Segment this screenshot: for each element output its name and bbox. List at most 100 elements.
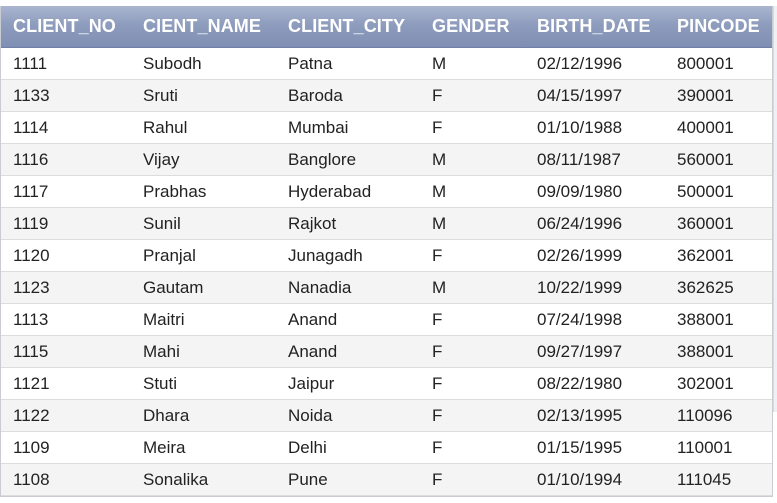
column-header-client-city[interactable]: CLIENT_CITY [276, 6, 420, 48]
table-row[interactable]: 1111 Subodh Patna M 02/12/1996 800001 [1, 47, 772, 80]
pincode-cell[interactable]: 360001 [665, 207, 772, 240]
pincode-cell[interactable]: 110096 [665, 399, 772, 432]
client-no-cell[interactable]: 1115 [1, 335, 131, 368]
birth-date-cell[interactable]: 02/13/1995 [525, 399, 665, 432]
client-name-cell[interactable]: Stuti [131, 367, 276, 400]
pincode-cell[interactable]: 302001 [665, 367, 772, 400]
client-city-cell[interactable]: Pune [276, 463, 420, 496]
table-row[interactable]: 1115 Mahi Anand F 09/27/1997 388001 [1, 335, 772, 368]
client-no-cell[interactable]: 1108 [1, 463, 131, 496]
gender-cell[interactable]: F [420, 463, 525, 496]
birth-date-cell[interactable]: 02/26/1999 [525, 239, 665, 272]
client-no-cell[interactable]: 1117 [1, 175, 131, 208]
gender-cell[interactable]: F [420, 399, 525, 432]
pincode-cell[interactable]: 800001 [665, 47, 772, 80]
client-city-cell[interactable]: Anand [276, 303, 420, 336]
client-no-cell[interactable]: 1109 [1, 431, 131, 464]
gender-cell[interactable]: F [420, 335, 525, 368]
client-city-cell[interactable]: Rajkot [276, 207, 420, 240]
pincode-cell[interactable]: 388001 [665, 303, 772, 336]
birth-date-cell[interactable]: 01/15/1995 [525, 431, 665, 464]
client-name-cell[interactable]: Maitri [131, 303, 276, 336]
client-name-cell[interactable]: Sunil [131, 207, 276, 240]
pincode-cell[interactable]: 362625 [665, 271, 772, 304]
birth-date-cell[interactable]: 06/24/1996 [525, 207, 665, 240]
gender-cell[interactable]: M [420, 175, 525, 208]
client-city-cell[interactable]: Hyderabad [276, 175, 420, 208]
client-name-cell[interactable]: Rahul [131, 111, 276, 144]
client-name-cell[interactable]: Vijay [131, 143, 276, 176]
column-header-birth-date[interactable]: BIRTH_DATE [525, 6, 665, 48]
table-row[interactable]: 1123 Gautam Nanadia M 10/22/1999 362625 [1, 271, 772, 304]
client-city-cell[interactable]: Delhi [276, 431, 420, 464]
client-no-cell[interactable]: 1120 [1, 239, 131, 272]
pincode-cell[interactable]: 500001 [665, 175, 772, 208]
client-no-cell[interactable]: 1133 [1, 79, 131, 112]
gender-cell[interactable]: M [420, 47, 525, 80]
table-row[interactable]: 1133 Sruti Baroda F 04/15/1997 390001 [1, 79, 772, 112]
birth-date-cell[interactable]: 09/09/1980 [525, 175, 665, 208]
gender-cell[interactable]: F [420, 431, 525, 464]
pincode-cell[interactable]: 362001 [665, 239, 772, 272]
column-header-pincode[interactable]: PINCODE [665, 6, 772, 48]
client-no-cell[interactable]: 1119 [1, 207, 131, 240]
birth-date-cell[interactable]: 09/27/1997 [525, 335, 665, 368]
client-name-cell[interactable]: Pranjal [131, 239, 276, 272]
client-city-cell[interactable]: Baroda [276, 79, 420, 112]
column-header-gender[interactable]: GENDER [420, 6, 525, 48]
birth-date-cell[interactable]: 08/11/1987 [525, 143, 665, 176]
birth-date-cell[interactable]: 02/12/1996 [525, 47, 665, 80]
table-row[interactable]: 1109 Meira Delhi F 01/15/1995 110001 [1, 431, 772, 464]
client-no-cell[interactable]: 1122 [1, 399, 131, 432]
table-row[interactable]: 1122 Dhara Noida F 02/13/1995 110096 [1, 399, 772, 432]
birth-date-cell[interactable]: 01/10/1988 [525, 111, 665, 144]
client-no-cell[interactable]: 1116 [1, 143, 131, 176]
client-city-cell[interactable]: Noida [276, 399, 420, 432]
client-no-cell[interactable]: 1111 [1, 47, 131, 80]
gender-cell[interactable]: F [420, 239, 525, 272]
table-row[interactable]: 1113 Maitri Anand F 07/24/1998 388001 [1, 303, 772, 336]
gender-cell[interactable]: F [420, 303, 525, 336]
client-name-cell[interactable]: Meira [131, 431, 276, 464]
gender-cell[interactable]: F [420, 79, 525, 112]
client-name-cell[interactable]: Mahi [131, 335, 276, 368]
client-no-cell[interactable]: 1113 [1, 303, 131, 336]
client-name-cell[interactable]: Prabhas [131, 175, 276, 208]
table-row[interactable]: 1121 Stuti Jaipur F 08/22/1980 302001 [1, 367, 772, 400]
column-header-client-name[interactable]: CIENT_NAME [131, 6, 276, 48]
client-city-cell[interactable]: Junagadh [276, 239, 420, 272]
table-row[interactable]: 1120 Pranjal Junagadh F 02/26/1999 362001 [1, 239, 772, 272]
client-city-cell[interactable]: Jaipur [276, 367, 420, 400]
client-no-cell[interactable]: 1123 [1, 271, 131, 304]
client-name-cell[interactable]: Dhara [131, 399, 276, 432]
client-name-cell[interactable]: Gautam [131, 271, 276, 304]
client-city-cell[interactable]: Mumbai [276, 111, 420, 144]
client-no-cell[interactable]: 1121 [1, 367, 131, 400]
client-city-cell[interactable]: Patna [276, 47, 420, 80]
table-row[interactable]: 1114 Rahul Mumbai F 01/10/1988 400001 [1, 111, 772, 144]
table-row[interactable]: 1117 Prabhas Hyderabad M 09/09/1980 500001 [1, 175, 772, 208]
gender-cell[interactable]: F [420, 367, 525, 400]
birth-date-cell[interactable]: 10/22/1999 [525, 271, 665, 304]
client-city-cell[interactable]: Banglore [276, 143, 420, 176]
client-name-cell[interactable]: Sonalika [131, 463, 276, 496]
client-city-cell[interactable]: Nanadia [276, 271, 420, 304]
client-city-cell[interactable]: Anand [276, 335, 420, 368]
table-row[interactable]: 1108 Sonalika Pune F 01/10/1994 111045 [1, 463, 772, 496]
gender-cell[interactable]: F [420, 111, 525, 144]
client-no-cell[interactable]: 1114 [1, 111, 131, 144]
pincode-cell[interactable]: 110001 [665, 431, 772, 464]
gender-cell[interactable]: M [420, 271, 525, 304]
table-row[interactable]: 1119 Sunil Rajkot M 06/24/1996 360001 [1, 207, 772, 240]
pincode-cell[interactable]: 388001 [665, 335, 772, 368]
client-name-cell[interactable]: Sruti [131, 79, 276, 112]
pincode-cell[interactable]: 390001 [665, 79, 772, 112]
pincode-cell[interactable]: 400001 [665, 111, 772, 144]
column-header-client-no[interactable]: CLIENT_NO [1, 6, 131, 48]
pincode-cell[interactable]: 111045 [665, 463, 772, 496]
client-name-cell[interactable]: Subodh [131, 47, 276, 80]
birth-date-cell[interactable]: 08/22/1980 [525, 367, 665, 400]
table-row[interactable]: 1116 Vijay Banglore M 08/11/1987 560001 [1, 143, 772, 176]
gender-cell[interactable]: M [420, 143, 525, 176]
birth-date-cell[interactable]: 01/10/1994 [525, 463, 665, 496]
